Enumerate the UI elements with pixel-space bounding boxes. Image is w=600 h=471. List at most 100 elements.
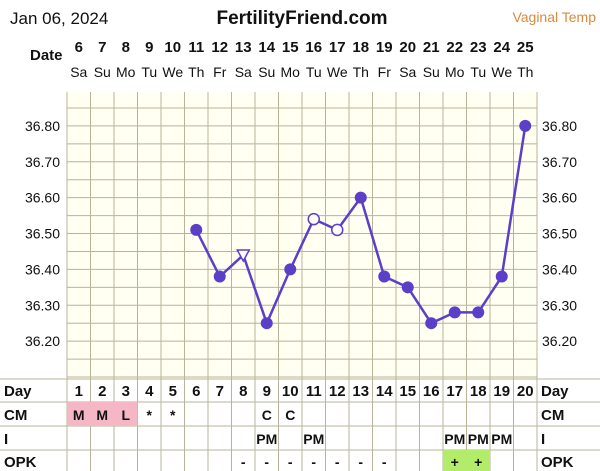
y-tick-label-left: 36.20 — [25, 333, 60, 349]
date-label: 16 — [305, 39, 322, 56]
temperature-point-open — [307, 212, 320, 226]
i-row-label-left: I — [4, 431, 8, 448]
y-tick-label-left: 36.60 — [25, 190, 60, 206]
cycle-day-label: 2 — [98, 383, 106, 400]
opk-cell: - — [288, 454, 293, 470]
cm-cell: L — [121, 407, 130, 423]
i-cell: PM — [468, 431, 489, 447]
opk-cell: + — [451, 454, 459, 470]
weekday-label: We — [491, 64, 512, 80]
weekday-label: Fr — [213, 64, 227, 80]
weekday-label: Th — [353, 64, 369, 80]
date-label: 7 — [98, 39, 106, 56]
y-tick-label-right: 36.60 — [542, 190, 577, 206]
weekday-label: Sa — [235, 64, 252, 80]
weekday-label: Su — [94, 64, 111, 80]
cm-menses-cell — [67, 402, 91, 426]
weekday-label: Th — [517, 64, 533, 80]
temperature-point — [190, 223, 203, 236]
weekday-label: We — [327, 64, 348, 80]
weekday-label: Tu — [306, 64, 322, 80]
temperature-point — [260, 317, 273, 330]
cycle-day-label: 7 — [216, 383, 224, 400]
cm-cell: M — [73, 407, 85, 423]
y-tick-label-right: 36.50 — [542, 226, 577, 242]
grid-lines — [0, 92, 600, 471]
temperature-point — [472, 306, 485, 319]
y-tick-label-left: 36.80 — [25, 118, 60, 134]
cm-cell: C — [285, 407, 295, 423]
i-cell: PM — [491, 431, 512, 447]
cycle-day-label: 20 — [517, 383, 534, 400]
date-label: 20 — [399, 39, 416, 56]
temperature-point — [284, 263, 297, 276]
opk-row-label-left: OPK — [4, 454, 37, 471]
y-tick-label-left: 36.30 — [25, 297, 60, 313]
date-row-label: Date — [30, 47, 63, 64]
temperature-point — [425, 317, 438, 330]
date-header-row: 6 7 8 9 10 11 12 13 14 15 16 17 18 19 20 21 22 23 24 25 Sa Su… — [70, 39, 533, 80]
chart-date: Jan 06, 2024 — [10, 9, 108, 28]
opk-row-label-right: OPK — [541, 454, 574, 471]
opk-cell: - — [264, 454, 269, 470]
table-cell-fills — [67, 402, 490, 471]
cycle-day-label: 3 — [122, 383, 130, 400]
cm-menses-cell — [114, 402, 138, 426]
cycle-day-label: 11 — [306, 383, 322, 400]
weekday-label: We — [162, 64, 183, 80]
y-tick-label-right: 36.70 — [542, 154, 577, 170]
date-label: 8 — [122, 39, 130, 56]
weekday-label: Mo — [281, 64, 301, 80]
y-tick-label-right: 36.30 — [542, 297, 577, 313]
temperature-point — [448, 306, 461, 319]
weekday-label: Th — [188, 64, 204, 80]
cycle-day-label: 4 — [145, 383, 154, 400]
temperature-series — [190, 119, 532, 330]
i-cell: PM — [256, 431, 277, 447]
cycle-day-label: 17 — [446, 383, 463, 400]
cycle-day-label: 12 — [329, 383, 346, 400]
cycle-day-label: 18 — [470, 383, 487, 400]
cm-cell: C — [262, 407, 272, 423]
date-label: 9 — [145, 39, 153, 56]
weekday-label: Su — [423, 64, 440, 80]
date-label: 10 — [164, 39, 181, 56]
weekday-label: Sa — [399, 64, 416, 80]
cm-cell: * — [170, 407, 176, 423]
date-label: 23 — [470, 39, 487, 56]
cycle-day-label: 8 — [239, 383, 247, 400]
weekday-label: Fr — [378, 64, 392, 80]
temperature-point — [495, 270, 508, 283]
opk-cell: - — [358, 454, 363, 470]
weekday-label: Tu — [470, 64, 486, 80]
cycle-day-label: 1 — [75, 383, 83, 400]
cm-menses-cell — [90, 402, 114, 426]
i-cell: PM — [303, 431, 324, 447]
weekday-label: Sa — [70, 64, 87, 80]
temperature-type: Vaginal Temp — [512, 9, 596, 25]
date-label: 15 — [282, 39, 299, 56]
opk-cell: + — [474, 454, 482, 470]
y-tick-label-left: 36.70 — [25, 154, 60, 170]
date-label: 6 — [75, 39, 83, 56]
date-label: 11 — [188, 39, 204, 56]
weekday-label: Su — [258, 64, 275, 80]
temperature-point — [401, 281, 414, 294]
date-label: 25 — [517, 39, 534, 56]
cycle-day-label: 19 — [493, 383, 510, 400]
cycle-day-label: 14 — [376, 383, 393, 400]
date-label: 12 — [211, 39, 228, 56]
cycle-day-label: 16 — [423, 383, 440, 400]
cycle-day-label: 15 — [399, 383, 416, 400]
opk-cell: - — [382, 454, 387, 470]
opk-cell: - — [335, 454, 340, 470]
cm-cell: * — [147, 407, 153, 423]
opk-positive-cell — [466, 450, 490, 471]
date-label: 24 — [493, 39, 510, 56]
date-label: 13 — [235, 39, 252, 56]
day-row-label-left: Day — [4, 383, 32, 400]
weekday-label: Tu — [141, 64, 157, 80]
opk-positive-cell — [443, 450, 467, 471]
temperature-point — [354, 191, 367, 204]
